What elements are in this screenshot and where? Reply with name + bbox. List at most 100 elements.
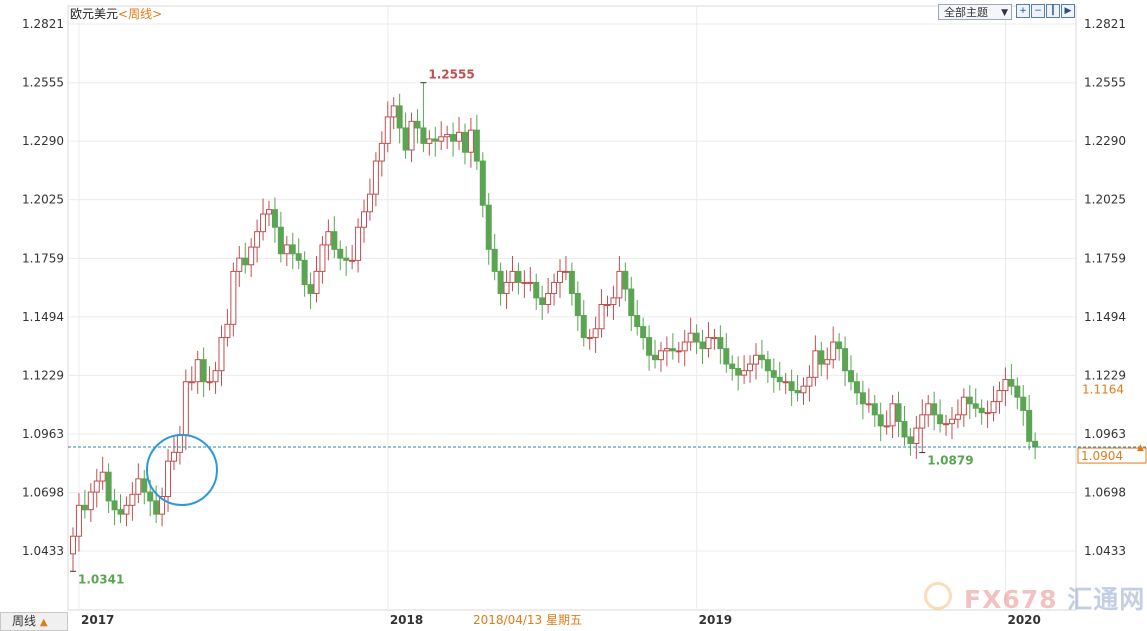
symbol-label: 欧元美元 (70, 7, 119, 21)
candle-down (81, 504, 88, 511)
candle-down (907, 436, 914, 445)
candle-up (551, 281, 558, 294)
candle-up (218, 337, 225, 372)
y-tick-label-left: 1.2025 (22, 193, 64, 207)
y-tick-label-right: 1.0698 (1084, 486, 1126, 500)
candle-up (170, 451, 177, 462)
candle-up (176, 434, 183, 453)
candle-up (610, 297, 617, 305)
candle-down (652, 354, 659, 361)
y-tick-label-right: 1.2555 (1084, 76, 1126, 90)
candle-up (93, 480, 100, 493)
theme-dropdown-label: 全部主题 (944, 6, 988, 19)
y-tick-label-left: 1.2290 (22, 134, 64, 148)
theme-dropdown[interactable]: 全部主题 ▼ (938, 4, 1012, 20)
candle-up (562, 270, 569, 273)
candle-up (545, 292, 552, 305)
x-tick-label: 2019 (699, 613, 732, 627)
period-selector[interactable]: 周线 ▲ (0, 612, 68, 631)
candle-down (153, 500, 160, 515)
candle-up (438, 136, 445, 142)
y-tick-label-right: 1.2025 (1084, 193, 1126, 207)
axis: 1.0433 1.0433 1.0698 1.0698 1.0963 1.0963 1.12… (22, 17, 1126, 627)
y-tick-label-left: 1.0433 (22, 544, 64, 558)
candle-down (479, 160, 486, 206)
current-price-box (1077, 447, 1147, 464)
y-tick-label-right: 1.0433 (1084, 544, 1126, 558)
candle-down (640, 326, 647, 339)
up-arrow-icon: ▲ (1137, 443, 1144, 453)
x-tick-label: 2020 (1007, 613, 1040, 627)
period-label[interactable]: <周线> (118, 7, 163, 21)
candle-up (129, 493, 136, 506)
candle-down (450, 134, 457, 142)
candle-up (509, 270, 516, 283)
y-tick-label-left: 1.1759 (22, 251, 64, 265)
candle-up (889, 403, 896, 427)
candle-up (592, 328, 599, 339)
candle-up (984, 412, 991, 415)
candle-down (877, 414, 884, 427)
extreme-label: 1.2555 (428, 68, 474, 82)
candle-up (752, 354, 759, 365)
watermark-text: FX678 汇通网 (964, 580, 1145, 616)
candle-down (414, 120, 421, 129)
candle-down (978, 407, 985, 414)
candle-down (853, 381, 860, 394)
candle-down (693, 332, 700, 343)
candle-down (289, 244, 296, 255)
candle-up (616, 270, 623, 299)
candle-down (307, 284, 314, 294)
watermark-brand-cn: 汇通网 (1067, 585, 1146, 614)
y-tick-label-left: 1.2821 (22, 17, 64, 31)
candle-down (836, 341, 843, 350)
candle-down (533, 281, 540, 299)
candle-down (966, 396, 973, 405)
extreme-label: 1.0879 (927, 454, 973, 468)
candle-up (711, 337, 718, 340)
line-icon[interactable]: ▶ (1061, 4, 1075, 18)
candle-down (871, 403, 878, 416)
overlay: 1.2555 1.0341 1.0879 1.0904 ▲ 1.1164 (68, 68, 1147, 586)
watermark-logo: FX678 汇通网 (922, 580, 1144, 620)
zoom-out-icon[interactable]: − (1031, 4, 1045, 18)
candle-down (301, 259, 308, 286)
candle-up (604, 303, 611, 306)
candle-up (663, 348, 670, 352)
plot-frame (67, 5, 1077, 611)
candle-up (800, 385, 807, 394)
candle-down (723, 348, 730, 365)
candle-up (283, 244, 290, 255)
y-tick-label-left: 1.0698 (22, 486, 64, 500)
candle-up (390, 105, 397, 118)
candle-down (764, 359, 771, 372)
candle-up (194, 359, 201, 383)
candle-up (99, 471, 106, 482)
candle-down (271, 209, 278, 228)
zoom-icon[interactable]: + (1016, 4, 1030, 18)
candle-up (747, 363, 754, 372)
candle-up (75, 504, 82, 537)
candle-up (705, 337, 712, 350)
candle-up (960, 396, 967, 416)
candle-down (497, 270, 504, 294)
candle-down (634, 315, 641, 328)
candle-up (182, 381, 189, 436)
candle-up (925, 403, 932, 416)
candle-up (954, 414, 961, 420)
candle-up (165, 460, 172, 497)
triangle-up-icon: ▲ (39, 617, 48, 628)
y-tick-label-left: 1.2555 (22, 76, 64, 90)
candle-down (539, 297, 546, 305)
candle-up (236, 257, 243, 272)
candle-icon[interactable]: ┃ (1046, 4, 1060, 18)
candle-up (830, 341, 837, 361)
candle-up (782, 381, 789, 384)
candle-down (147, 491, 154, 502)
y-tick-label-left: 1.0963 (22, 427, 64, 441)
candle-down (277, 226, 284, 255)
candle-down (972, 403, 979, 409)
candle-down (628, 288, 635, 317)
candle-up (426, 138, 433, 144)
candle-up (883, 425, 890, 428)
